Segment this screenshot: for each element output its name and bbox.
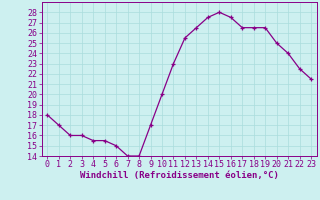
X-axis label: Windchill (Refroidissement éolien,°C): Windchill (Refroidissement éolien,°C) [80,171,279,180]
